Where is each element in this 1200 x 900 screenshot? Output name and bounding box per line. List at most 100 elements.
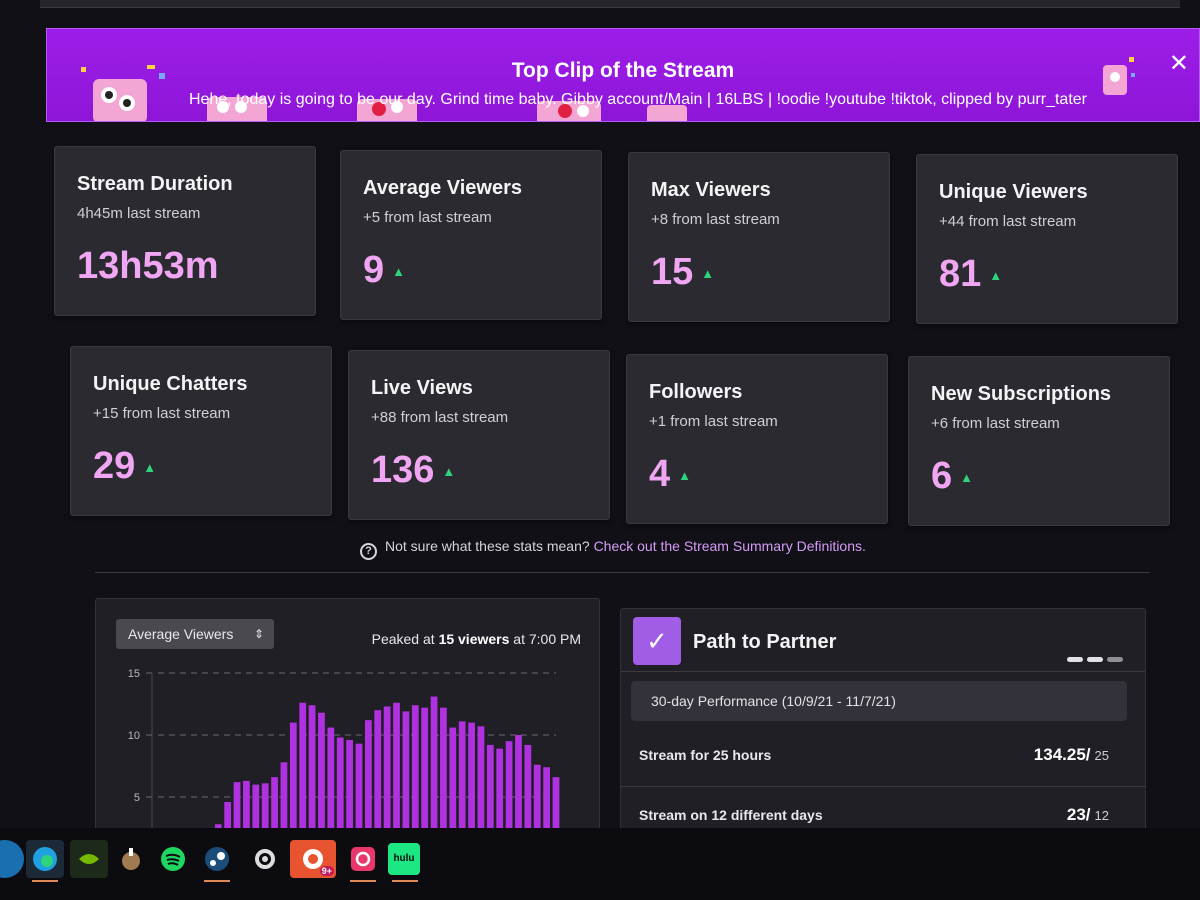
creative-cloud-icon[interactable] [344,840,382,878]
chart-bar[interactable] [271,777,278,859]
peak-value: 15 viewers [438,631,510,647]
opera-gx-icon[interactable]: 9+ [290,840,336,878]
stat-card-unique-chatters: Unique Chatters +15 from last stream 29 ▲ [70,346,332,516]
app-icon[interactable] [112,840,150,878]
top-clip-banner[interactable]: Top Clip of the Stream Hehe, today is go… [46,28,1200,122]
chart-bar[interactable] [477,726,485,859]
chart-bar[interactable] [468,722,475,859]
chart-bar[interactable] [496,748,504,859]
chart-bar[interactable] [308,705,316,859]
chart-bar[interactable] [458,721,466,859]
path-to-partner-panel: ✓ Path to Partner 30-day Performance (10… [620,608,1146,858]
trend-up-icon: ▲ [678,468,692,484]
stat-title: Unique Chatters [93,373,248,395]
active-indicator [204,880,230,882]
chart-bar[interactable] [440,707,447,859]
stat-card-followers: Followers +1 from last stream 4 ▲ [626,354,888,524]
chart-bar[interactable] [543,767,550,859]
stat-comparison: 4h45m last stream [77,205,201,222]
chart-bar[interactable] [299,702,307,859]
pagination-dashes[interactable] [1063,649,1123,667]
confetti-cube-decoration [537,101,687,121]
active-indicator [392,880,418,882]
question-icon: ? [360,543,377,560]
nvidia-icon[interactable] [70,840,108,878]
windows-taskbar: 9+ hulu [0,828,1200,900]
requirement-label: Stream on 12 different days [639,807,823,823]
confetti-cube-decoration [81,65,165,121]
chart-bar[interactable] [365,720,372,859]
chart-bar[interactable] [383,706,391,859]
performance-period: 30-day Performance (10/9/21 - 11/7/21) [631,681,1127,721]
chart-bar[interactable] [289,722,297,859]
chart-bar[interactable] [243,780,250,859]
chart-bar[interactable] [411,705,419,859]
check-badge-icon: ✓ [633,617,681,665]
chart-bar[interactable] [327,727,335,859]
chart-bar[interactable] [402,711,410,859]
chart-bar[interactable] [486,744,494,859]
spotify-icon[interactable] [154,840,192,878]
chart-bar[interactable] [233,782,241,859]
chart-bar[interactable] [524,744,532,859]
viewers-chart-panel: Average Viewers ⇕ Peaked at 15 viewers a… [95,598,600,859]
confetti-cube-decoration [1103,57,1135,95]
chart-bar[interactable] [505,741,513,859]
clip-title[interactable]: Hehe, today is going to be our day. Grin… [188,91,1087,108]
chart-bar[interactable] [393,702,400,859]
stat-card-stream-duration: Stream Duration 4h45m last stream 13h53m [54,146,316,316]
hulu-icon[interactable]: hulu [388,843,420,875]
stat-comparison: +88 from last stream [371,409,509,426]
trend-up-icon: ▲ [442,464,456,480]
stat-value: 6 ▲ [931,455,974,497]
stat-card-live-views: Live Views +88 from last stream 136 ▲ [348,350,610,520]
trend-up-icon: ▲ [701,266,715,282]
chart-bar[interactable] [552,777,560,859]
stat-comparison: +44 from last stream [939,213,1077,230]
active-indicator [32,880,58,882]
top-strip [40,0,1180,8]
metric-select[interactable]: Average Viewers ⇕ [116,619,274,649]
stat-card-new-subscriptions: New Subscriptions +6 from last stream 6 ▲ [908,356,1170,526]
stat-title: Max Viewers [651,179,771,201]
chart-bar[interactable] [449,727,457,859]
stream-summary-definitions-link[interactable]: Check out the Stream Summary Definitions… [593,538,866,554]
stat-value: 15 ▲ [651,251,715,293]
peak-summary: Peaked at 15 viewers at 7:00 PM [372,631,581,647]
stat-title: Stream Duration [77,173,233,195]
chart-bar[interactable] [336,737,344,859]
partial-icon[interactable] [0,840,24,878]
requirement-label: Stream for 25 hours [639,747,772,763]
requirement-value: 134.25/25 [1033,745,1109,764]
chart-bar[interactable] [318,712,325,859]
stat-card-average-viewers: Average Viewers +5 from last stream 9 ▲ [340,150,602,320]
steelseries-icon[interactable] [246,840,284,878]
close-icon[interactable]: ✕ [1168,50,1189,77]
chart-bar[interactable] [421,707,429,859]
chart-bar[interactable] [261,783,269,859]
chart-bar[interactable] [252,784,260,859]
chevron-updown-icon: ⇕ [253,627,264,641]
stat-comparison: +1 from last stream [649,413,778,430]
chart-bar[interactable] [346,739,353,859]
chart-bar[interactable] [355,743,363,859]
stat-title: Unique Viewers [939,181,1088,203]
stats-help: ? Not sure what these stats mean? Check o… [360,538,866,560]
steam-icon[interactable] [198,840,236,878]
chart-bar[interactable] [533,764,541,859]
stat-title: Average Viewers [363,177,522,199]
peak-prefix: Peaked at [371,631,435,647]
chart-bar[interactable] [515,735,522,859]
chart-bar[interactable] [280,762,288,859]
trend-up-icon: ▲ [960,470,974,486]
chart-bar[interactable] [374,710,382,859]
stat-comparison: +5 from last stream [363,209,492,226]
confetti-cube-decoration [207,97,417,121]
section-divider [95,572,1150,573]
stat-title: New Subscriptions [931,383,1112,405]
edge-icon[interactable] [26,840,64,878]
requirement-value: 23/12 [1066,805,1109,824]
chart-bar[interactable] [430,696,438,859]
notification-badge: 9+ [319,866,334,876]
stat-title: Followers [649,381,743,403]
